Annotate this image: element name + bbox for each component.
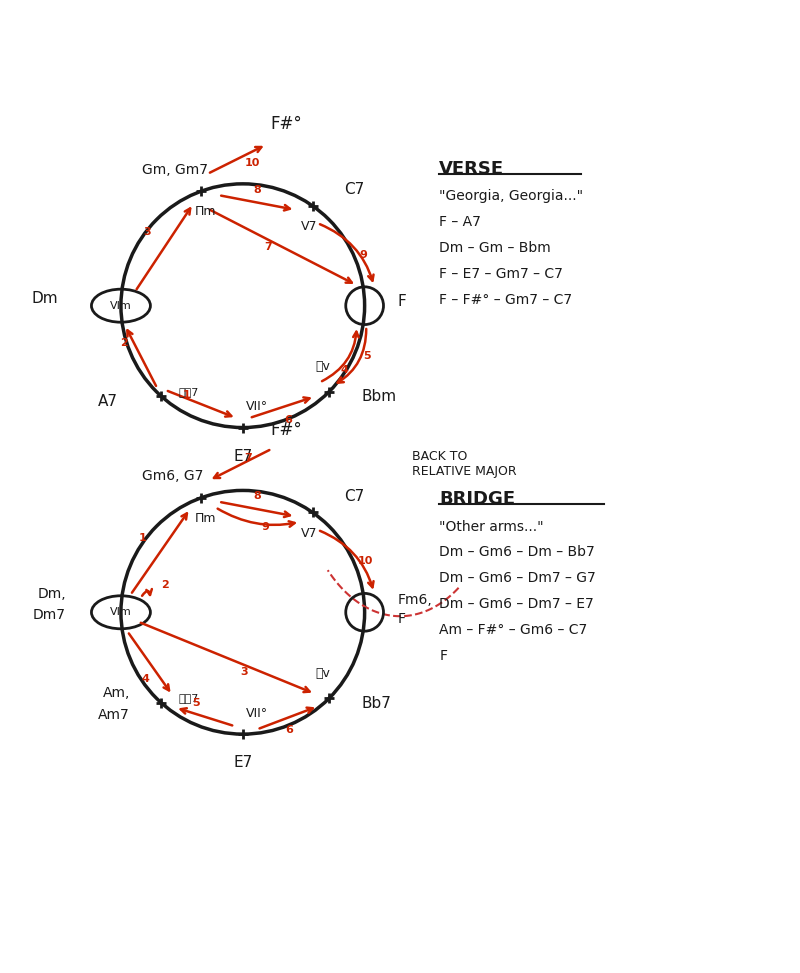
Text: VII°: VII° bbox=[246, 707, 268, 720]
Text: Πm: Πm bbox=[194, 512, 216, 524]
Text: F#°: F#° bbox=[270, 421, 302, 440]
Text: F – F#° – Gm7 – C7: F – F#° – Gm7 – C7 bbox=[439, 293, 573, 307]
Text: Dm – Gm – Bbm: Dm – Gm – Bbm bbox=[439, 241, 551, 255]
Text: 3: 3 bbox=[240, 667, 248, 677]
Text: 5: 5 bbox=[363, 351, 370, 361]
Text: F – A7: F – A7 bbox=[439, 215, 481, 230]
Text: Dm: Dm bbox=[31, 291, 58, 306]
Text: Dm – Gm6 – Dm7 – E7: Dm – Gm6 – Dm7 – E7 bbox=[439, 597, 594, 611]
Text: 8: 8 bbox=[253, 185, 261, 195]
Text: 2: 2 bbox=[120, 338, 128, 347]
Text: BACK TO
RELATIVE MAJOR: BACK TO RELATIVE MAJOR bbox=[412, 450, 517, 479]
Text: F: F bbox=[439, 649, 447, 664]
Text: "Other arms...": "Other arms..." bbox=[439, 520, 544, 533]
Text: VIm: VIm bbox=[110, 607, 132, 617]
Text: Dm – Gm6 – Dm – Bb7: Dm – Gm6 – Dm – Bb7 bbox=[439, 546, 595, 559]
Text: Fm6,: Fm6, bbox=[398, 594, 432, 607]
Text: F: F bbox=[398, 612, 406, 627]
Text: Gm, Gm7: Gm, Gm7 bbox=[142, 162, 208, 177]
Text: 5: 5 bbox=[192, 698, 199, 707]
Text: 7: 7 bbox=[264, 242, 272, 252]
Text: 7: 7 bbox=[245, 453, 252, 463]
Text: VIm: VIm bbox=[110, 301, 132, 310]
Text: I: I bbox=[363, 299, 366, 312]
Text: 10: 10 bbox=[245, 159, 260, 168]
Text: F#°: F#° bbox=[270, 115, 302, 132]
Text: Am7: Am7 bbox=[98, 707, 130, 722]
Text: Bbm: Bbm bbox=[362, 389, 397, 405]
Text: C7: C7 bbox=[344, 488, 364, 504]
Text: 8: 8 bbox=[253, 491, 261, 501]
Text: ΢v: ΢v bbox=[315, 360, 330, 373]
Text: ΢΢7: ΢΢7 bbox=[178, 693, 199, 703]
Text: 6: 6 bbox=[285, 726, 293, 736]
Text: Gm6, G7: Gm6, G7 bbox=[142, 470, 203, 484]
Text: E7: E7 bbox=[233, 755, 253, 771]
Text: F – E7 – Gm7 – C7: F – E7 – Gm7 – C7 bbox=[439, 268, 563, 281]
Text: Dm7: Dm7 bbox=[33, 607, 66, 622]
Text: "Georgia, Georgia...": "Georgia, Georgia..." bbox=[439, 190, 583, 203]
Text: 1: 1 bbox=[183, 389, 190, 400]
Text: 1: 1 bbox=[139, 533, 147, 543]
Text: 9: 9 bbox=[359, 250, 367, 260]
Text: 2: 2 bbox=[162, 580, 170, 591]
Text: E7: E7 bbox=[233, 449, 253, 463]
Text: C7: C7 bbox=[344, 182, 364, 198]
Text: Am,: Am, bbox=[102, 686, 130, 700]
Text: 10: 10 bbox=[358, 557, 373, 566]
Text: V7: V7 bbox=[301, 220, 317, 233]
Text: 3: 3 bbox=[143, 227, 150, 237]
Text: VERSE: VERSE bbox=[439, 161, 505, 178]
Text: Dm – Gm6 – Dm7 – G7: Dm – Gm6 – Dm7 – G7 bbox=[439, 571, 596, 586]
Text: F: F bbox=[398, 294, 406, 308]
Text: Dm,: Dm, bbox=[38, 587, 66, 601]
Text: VII°: VII° bbox=[246, 401, 268, 414]
Text: 9: 9 bbox=[262, 523, 270, 532]
Text: A7: A7 bbox=[98, 394, 118, 409]
Text: ΢v: ΢v bbox=[315, 667, 330, 679]
Text: V7: V7 bbox=[301, 526, 317, 540]
Text: 4: 4 bbox=[341, 365, 348, 375]
Text: Am – F#° – Gm6 – C7: Am – F#° – Gm6 – C7 bbox=[439, 624, 587, 637]
Text: Bb7: Bb7 bbox=[362, 696, 392, 711]
Text: 4: 4 bbox=[142, 673, 150, 684]
Text: Πm: Πm bbox=[194, 205, 216, 218]
Text: I: I bbox=[363, 606, 366, 619]
Text: BRIDGE: BRIDGE bbox=[439, 490, 515, 509]
Text: 6: 6 bbox=[284, 414, 292, 425]
Text: ΢΢7: ΢΢7 bbox=[178, 386, 199, 397]
